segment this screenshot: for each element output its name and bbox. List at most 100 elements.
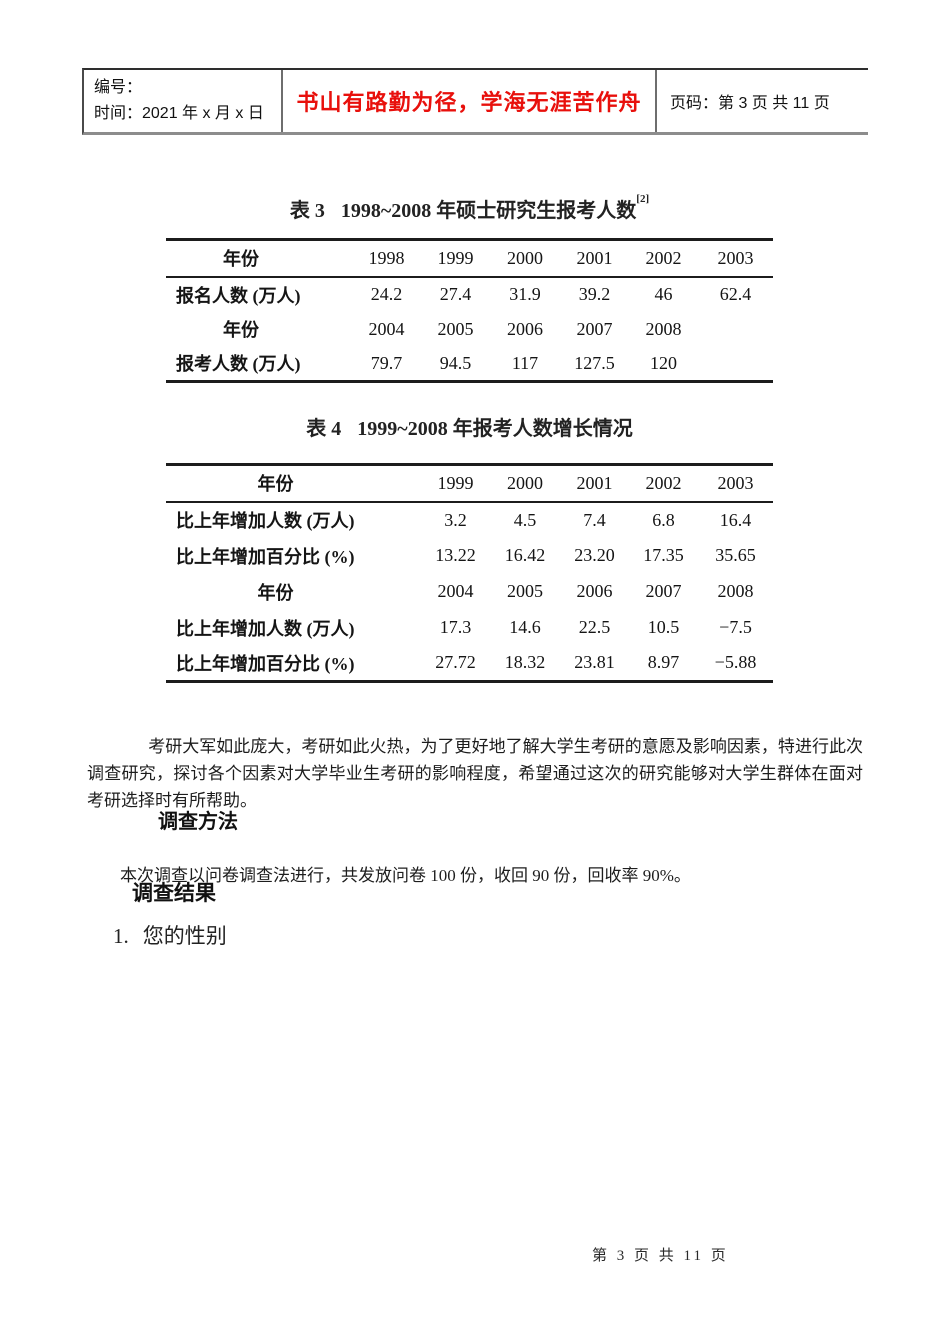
table-cell: 14.6 [509,617,541,637]
table-row: 年份 1998 1999 2000 2001 2002 2003 [166,239,773,278]
method-paragraph: 本次调查以问卷调查法进行，共发放问卷 100 份，收回 90 份，回收率 90%… [120,866,691,885]
table-cell: 比上年增加人数 (万人) [176,618,355,639]
table-cell: 年份 [257,582,294,603]
table-cell: 报考人数 (万人) [176,354,301,375]
doc-date-label: 时间：2021 年 x 月 x 日 [94,105,264,122]
table-cell: 6.8 [652,509,675,530]
table-row: 比上年增加人数 (万人) 17.3 14.6 22.5 10.5 −7.5 [166,610,773,646]
table-row: 年份 2004 2005 2006 2007 2008 [166,312,773,347]
page-footer: 第 3 页 共 11 页 [592,1248,729,1264]
table-row: 年份 1999 2000 2001 2002 2003 [166,464,773,503]
table-cell: 2004 [437,581,474,601]
table4: 年份 1999 2000 2001 2002 2003 比上年增加人数 (万人) 3.2 4.5… [166,463,773,683]
method-heading: 调查方法 [158,811,238,833]
header-page-label: 页码：第 3 页 共 11 页 [670,95,830,112]
table3: 年份 1998 1999 2000 2001 2002 2003 报名人数 (万人) 24.2 2… [166,238,773,383]
table-cell: 13.22 [435,545,476,565]
table-cell: 17.35 [643,545,684,565]
table-cell: −5.88 [714,652,757,673]
results-heading: 调查结果 [132,882,216,905]
table-cell: 31.9 [509,284,541,304]
table-row: 比上年增加百分比 (%) 13.22 16.42 23.20 17.35 35.65 [166,538,773,574]
table-row: 比上年增加人数 (万人) 3.2 4.5 7.4 6.8 16.4 [166,502,773,538]
table-cell: 23.20 [574,545,615,565]
table-cell [698,347,773,382]
table-cell: 16.4 [719,509,752,530]
table-cell: 年份 [166,239,352,278]
intro-paragraph: 考研大军如此庞大，考研如此火热，为了更好地了解大学生考研的意愿及影响因素，特进行… [87,737,863,810]
table4-body: 年份 1999 2000 2001 2002 2003 比上年增加人数 (万人) 3.2 4.5… [166,464,773,682]
table3-body: 年份 1998 1999 2000 2001 2002 2003 报名人数 (万人) 24.2 2… [166,239,773,382]
table-cell: 2007 [645,581,682,601]
table-cell: 3.2 [444,509,467,530]
table-cell: 2000 [490,464,560,503]
table4-title-prefix: 表 4 [306,418,342,440]
table-cell: 比上年增加百分比 (%) [176,546,355,567]
table-cell: 79.7 [370,352,403,373]
table-cell: 10.5 [647,617,680,637]
table-cell: 2003 [698,464,773,503]
table-cell: 17.3 [439,617,472,637]
table-cell: 2008 [645,318,682,339]
doc-number-label: 编号： [94,79,143,96]
table-cell: 2005 [507,581,543,601]
table-cell: 比上年增加人数 (万人) [176,511,355,531]
table-cell: 年份 [223,320,259,340]
question-1-number: 1. [113,924,129,948]
header-motto: 书山有路勤为径，学海无涯苦作舟 [283,70,657,132]
question-1: 1. 您的性别 [113,920,227,950]
table4-title: 表 4 1999~2008 年报考人数增长情况 [166,412,773,441]
table-cell: 22.5 [578,617,611,637]
table-cell: −7.5 [719,617,752,637]
table-cell: 1999 [421,239,490,278]
table-cell: 4.5 [513,509,537,530]
table-cell: 62.4 [719,284,752,304]
table-cell: 比上年增加百分比 (%) [176,653,355,674]
table4-title-text: 1999~2008 年报考人数增长情况 [357,418,633,440]
table-cell: 2006 [507,318,543,339]
table-cell: 2002 [629,239,698,278]
table-cell: 94.5 [439,352,472,373]
table-cell: 18.32 [504,652,546,673]
table-cell: 35.65 [715,545,756,565]
table-cell: 报名人数 (万人) [176,285,301,306]
header-meta-cell: 编号： 时间：2021 年 x 月 x 日 [84,70,283,132]
table-cell: 7.4 [583,509,606,530]
table-cell: 23.81 [574,652,615,673]
table3-citation-superscript: [2] [636,193,650,205]
table-cell: 2006 [576,581,613,601]
table-cell: 16.42 [504,545,546,565]
table-cell: 2007 [576,318,613,339]
table-cell: 8.97 [647,652,680,673]
table-cell: 2001 [560,464,629,503]
table-cell: 127.5 [574,352,615,373]
table-cell: 2003 [698,239,773,278]
table-cell: 1999 [421,464,490,503]
table-cell: 27.4 [439,284,472,304]
table-cell: 年份 [166,464,421,503]
table-cell: 24.2 [370,284,403,304]
table-row: 年份 2004 2005 2006 2007 2008 [166,574,773,610]
table3-title: 表 3 1998~2008 年硕士研究生报考人数[2] [166,193,773,223]
table-cell: 120 [650,352,677,373]
table-cell: 46 [654,284,673,304]
table-cell: 39.2 [578,284,611,304]
question-1-text: 您的性别 [142,924,227,948]
table-cell: 2008 [717,581,754,601]
table-row: 报考人数 (万人) 79.7 94.5 117 127.5 120 [166,347,773,382]
table-cell: 2001 [560,239,629,278]
table-cell: 2005 [437,318,474,339]
table-cell: 2004 [368,318,405,339]
table-cell: 2002 [629,464,698,503]
table3-title-prefix: 表 3 [289,200,325,222]
header-box: 编号： 时间：2021 年 x 月 x 日 书山有路勤为径，学海无涯苦作舟 页码… [82,68,868,135]
table3-title-text: 1998~2008 年硕士研究生报考人数 [340,200,637,222]
table-cell [698,312,773,347]
table-cell: 2000 [490,239,560,278]
table-cell: 27.72 [435,652,476,673]
table-cell: 117 [511,352,539,373]
table-row: 报名人数 (万人) 24.2 27.4 31.9 39.2 46 62.4 [166,277,773,312]
table-row: 比上年增加百分比 (%) 27.72 18.32 23.81 8.97 −5.88 [166,646,773,682]
table-cell: 1998 [352,239,421,278]
